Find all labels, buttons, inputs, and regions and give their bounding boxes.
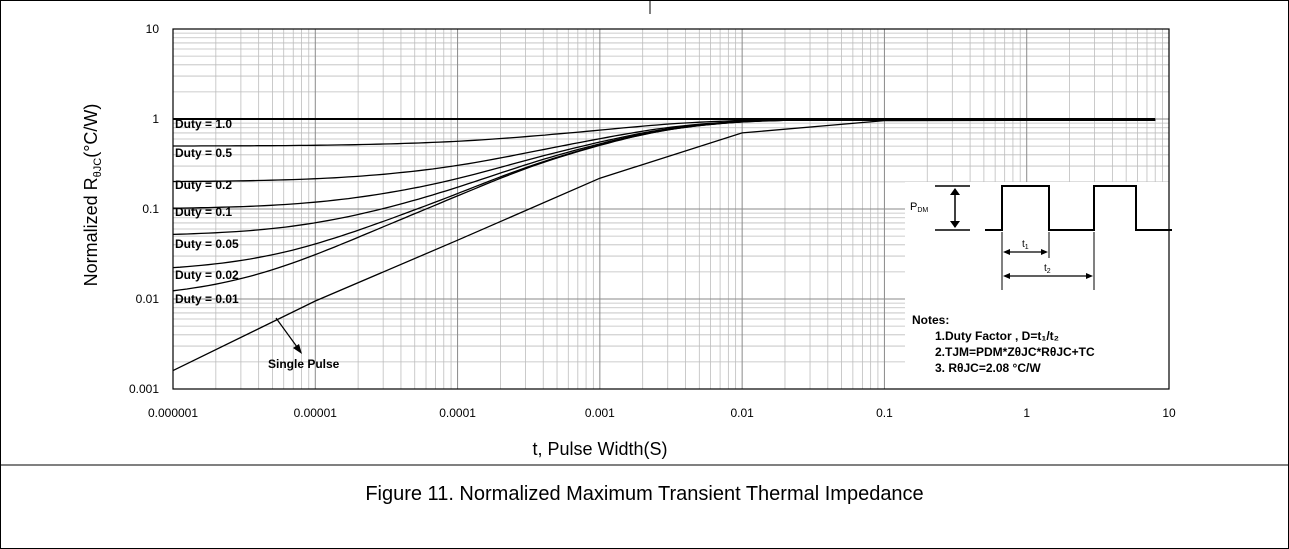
pulse-diagram: PDM t1 t2 <box>910 185 1172 290</box>
series-lines <box>172 118 1156 372</box>
x-axis-label: t, Pulse Width(S) <box>532 439 667 459</box>
plot-area <box>172 28 1170 390</box>
y-tick-label: 0.001 <box>129 382 159 396</box>
series-label-duty-0-2: Duty = 0.2 <box>175 178 232 192</box>
series-label-duty-0-5: Duty = 0.5 <box>175 146 232 160</box>
inset-panel <box>905 182 1175 392</box>
series-label-duty-0-02: Duty = 0.02 <box>175 268 239 282</box>
y-axis-label: Normalized RθJC(°C/W) <box>81 104 104 287</box>
notes-block: Notes: 1.Duty Factor , D=t₁/t₂ 2.TJM=PDM… <box>912 313 1095 375</box>
pdm-label: PDM <box>910 201 928 214</box>
y-tick-label: 0.1 <box>142 202 159 216</box>
series-label-single-pulse: Single Pulse <box>268 357 340 371</box>
series-label-duty-0-01: Duty = 0.01 <box>175 292 239 306</box>
series-label-duty-0-1: Duty = 0.1 <box>175 205 232 219</box>
t2-label: t2 <box>1044 263 1051 275</box>
x-tick-label: 0.000001 <box>148 406 198 420</box>
notes-line-3: 3. RθJC=2.08 °C/W <box>935 361 1041 375</box>
series-label-duty-1-0: Duty = 1.0 <box>175 117 232 131</box>
x-tick-label: 0.0001 <box>439 406 476 420</box>
notes-line-2: 2.TJM=PDM*ZθJC*RθJC+TC <box>935 345 1095 359</box>
x-tick-label: 0.001 <box>585 406 615 420</box>
notes-line-1: 1.Duty Factor , D=t₁/t₂ <box>935 329 1059 343</box>
series-label-duty-0-05: Duty = 0.05 <box>175 237 239 251</box>
series-line-single-pulse <box>172 119 1156 372</box>
y-tick-label: 1 <box>152 112 159 126</box>
series-labels: Duty = 1.0 Duty = 0.5 Duty = 0.2 Duty = 0.1… <box>175 117 340 371</box>
y-tick-label: 0.01 <box>136 292 160 306</box>
x-tick-label: 0.1 <box>876 406 893 420</box>
y-tick-label: 10 <box>146 22 160 36</box>
axis-tick-labels: 0.000001 0.00001 0.0001 0.001 0.01 0.1 1 10 0.00… <box>129 22 1176 420</box>
notes-title: Notes: <box>912 313 949 327</box>
x-tick-label: 1 <box>1023 406 1030 420</box>
t1-label: t1 <box>1022 239 1029 251</box>
single-pulse-arrow <box>275 317 302 354</box>
figure-caption: Figure 11. Normalized Maximum Transient … <box>365 483 924 505</box>
x-tick-label: 10 <box>1162 406 1176 420</box>
x-tick-label: 0.00001 <box>294 406 338 420</box>
x-tick-label: 0.01 <box>730 406 754 420</box>
